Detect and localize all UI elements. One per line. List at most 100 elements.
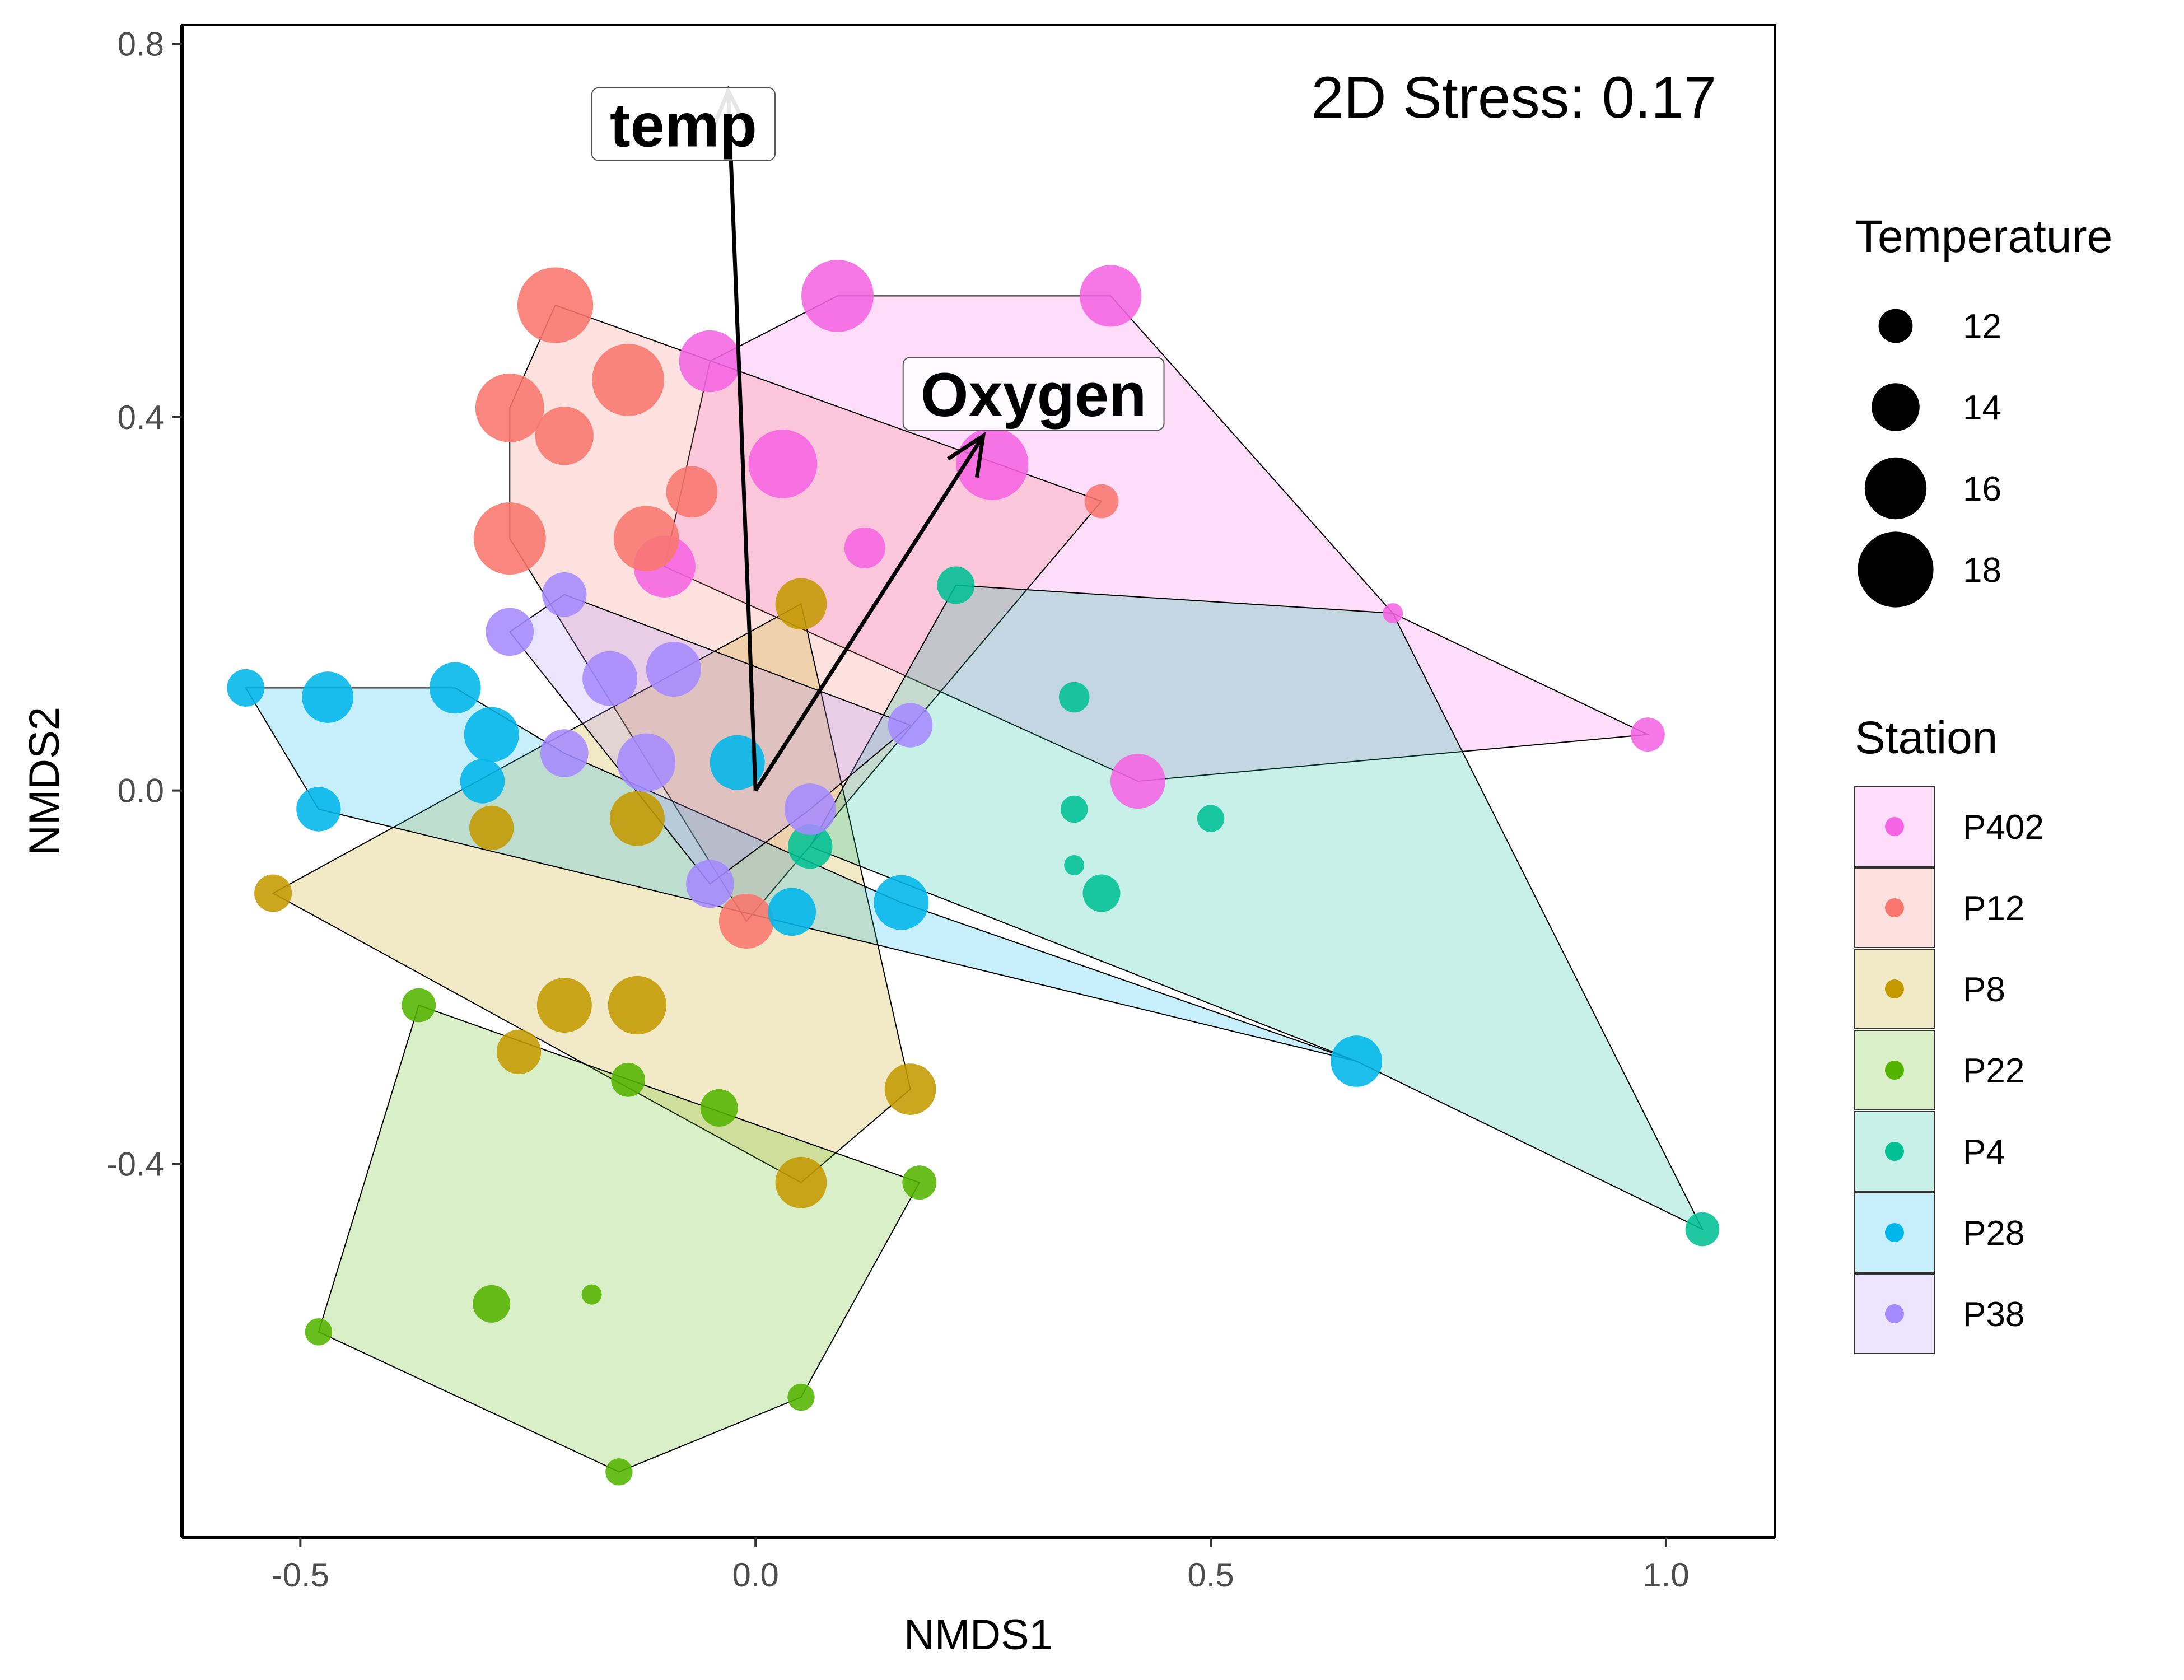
point-p28-2 [429, 662, 481, 714]
point-p22-8 [605, 1458, 633, 1486]
point-p38-5 [617, 733, 676, 792]
point-p38-4 [540, 729, 589, 777]
temperature-legend: Temperature 12 14 16 18 [1855, 211, 2112, 608]
point-p28-7 [768, 888, 816, 936]
point-p12-5 [473, 502, 546, 575]
station-legend-dot-p8 [1885, 979, 1904, 998]
y-axis-ticks: -0.4 0.0 0.4 0.8 [106, 25, 182, 1183]
point-p8-4 [536, 978, 592, 1033]
temperature-legend-key-12 [1878, 309, 1913, 343]
y-tick-label-2: 0.4 [118, 399, 164, 436]
point-p4-4 [1064, 855, 1085, 875]
point-p402-3 [748, 429, 818, 498]
x-tick-label-3: 1.0 [1642, 1556, 1689, 1594]
point-p12-6 [613, 506, 679, 571]
vector-layer: temp Oxygen [591, 86, 1165, 792]
point-p8-3 [254, 874, 292, 912]
point-p28-1 [302, 671, 354, 723]
point-p12-0 [517, 267, 594, 343]
station-legend-dot-p4 [1885, 1142, 1904, 1161]
station-legend-label-p8: P8 [1963, 970, 2005, 1009]
point-p28-5 [296, 787, 341, 832]
point-p8-5 [608, 976, 666, 1035]
temperature-legend-key-18 [1858, 531, 1934, 608]
point-p38-8 [686, 860, 734, 908]
temperature-legend-key-14 [1872, 383, 1920, 431]
point-p8-6 [496, 1029, 542, 1075]
temperature-legend-title: Temperature [1855, 211, 2112, 262]
point-p4-0 [937, 566, 975, 604]
vector-oxygen [754, 435, 985, 792]
point-p38-6 [888, 703, 933, 748]
vector-label-box-oxygen [902, 357, 1165, 431]
point-p8-1 [469, 805, 514, 851]
point-p4-2 [1061, 795, 1088, 823]
vector-arrowhead-oxygen [946, 432, 986, 478]
vector-label-oxygen: Oxygen [921, 361, 1146, 430]
point-p12-4 [666, 466, 718, 518]
point-p4-6 [788, 824, 833, 869]
point-p22-2 [700, 1089, 738, 1127]
point-p38-7 [784, 783, 836, 835]
point-p22-5 [581, 1284, 602, 1305]
point-p4-7 [1685, 1212, 1720, 1247]
point-p22-4 [473, 1285, 511, 1323]
station-legend-dot-p22 [1885, 1061, 1904, 1080]
point-p4-1 [1058, 682, 1090, 713]
x-tick-label-0: -0.5 [272, 1556, 329, 1594]
station-legend-label-p28: P28 [1963, 1214, 2024, 1253]
point-p12-8 [718, 894, 774, 949]
point-p38-2 [582, 651, 638, 706]
station-legend-dot-p12 [1885, 898, 1904, 917]
point-p12-3 [535, 407, 594, 465]
point-p402-7 [1383, 603, 1403, 623]
point-p8-2 [609, 791, 665, 846]
point-p38-3 [646, 642, 701, 697]
point-p402-0 [679, 330, 741, 393]
point-p22-3 [902, 1165, 937, 1200]
y-tick-label-3: 0.8 [118, 25, 164, 63]
station-legend-label-p38: P38 [1963, 1295, 2024, 1334]
point-p22-6 [305, 1318, 333, 1346]
y-tick-label-1: 0.0 [118, 772, 164, 810]
x-tick-label-2: 0.5 [1187, 1556, 1234, 1594]
y-tick-label-0: -0.4 [106, 1145, 164, 1183]
point-p38-0 [542, 572, 587, 617]
stress-annotation: 2D Stress: 0.17 [1311, 65, 1716, 130]
temperature-legend-label-16: 16 [1963, 470, 2001, 508]
point-p22-1 [611, 1062, 645, 1097]
point-p12-2 [592, 343, 665, 416]
point-p402-8 [1631, 717, 1665, 752]
point-p8-0 [775, 578, 827, 630]
x-axis-title: NMDS1 [904, 1611, 1053, 1659]
point-p402-4 [956, 427, 1029, 500]
vector-temp [726, 90, 758, 791]
station-legend-key-p8 [1854, 949, 1935, 1029]
point-p402-2 [1080, 265, 1142, 327]
temperature-legend-label-18: 18 [1963, 551, 2001, 590]
point-p8-7 [884, 1063, 936, 1115]
station-legend-dot-p38 [1885, 1304, 1904, 1323]
point-p402-9 [1110, 754, 1165, 809]
point-p28-9 [1331, 1035, 1383, 1087]
point-p28-8 [874, 875, 929, 930]
station-legend-dot-p28 [1885, 1223, 1904, 1242]
point-p28-0 [227, 669, 265, 707]
point-p4-5 [1082, 874, 1121, 912]
point-layer [227, 259, 1720, 1486]
station-legend-dot-p402 [1885, 817, 1904, 836]
point-p12-7 [1084, 484, 1119, 519]
point-p28-4 [460, 759, 505, 804]
temperature-legend-key-16 [1864, 457, 1927, 520]
hull-p22 [318, 1004, 921, 1473]
x-tick-label-1: 0.0 [732, 1556, 778, 1594]
point-p402-1 [801, 259, 874, 332]
point-p8-8 [775, 1156, 827, 1208]
point-p402-5 [844, 527, 885, 568]
temperature-legend-label-14: 14 [1963, 389, 2001, 427]
station-legend: Station P402 P12 P8 P22 P4 P28 P38 [1854, 712, 2044, 1354]
station-legend-label-p402: P402 [1963, 808, 2044, 847]
station-legend-label-p12: P12 [1963, 889, 2024, 928]
x-axis-ticks: -0.5 0.0 0.5 1.0 [272, 1537, 1690, 1594]
